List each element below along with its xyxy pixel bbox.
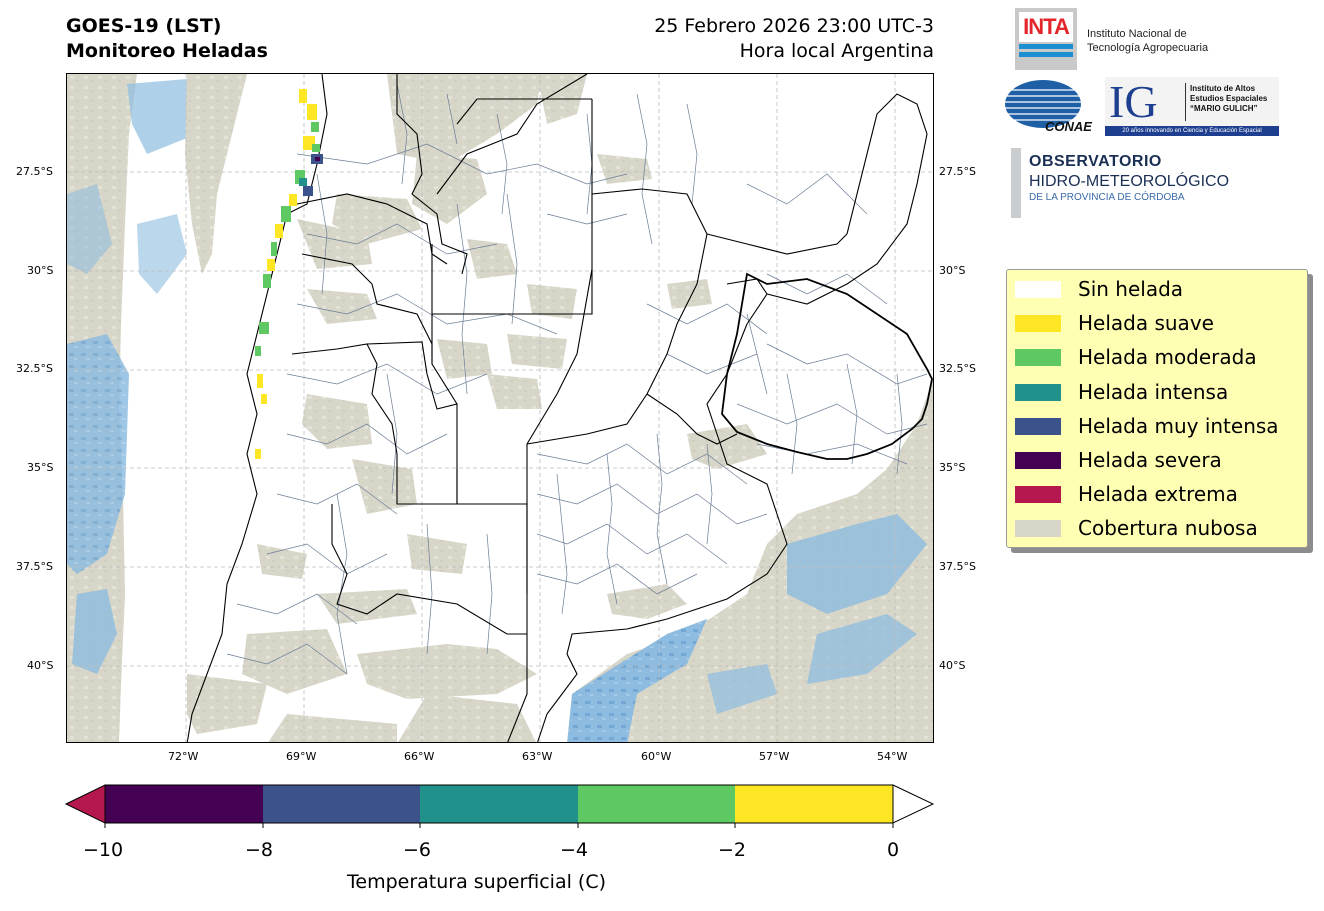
legend-label: Helada suave	[1078, 311, 1214, 335]
timezone-label: Hora local Argentina	[739, 40, 934, 62]
inta-logo: INTA	[1015, 8, 1077, 70]
legend-label: Helada severa	[1078, 448, 1222, 472]
ig-logo: IG Instituto de Altos Estudios Espaciale…	[1105, 77, 1279, 136]
colorbar-segment	[263, 785, 420, 823]
colorbar-under-triangle	[64, 784, 106, 824]
colorbar-segment	[105, 785, 263, 823]
lat-tick-left: 27.5°S	[16, 165, 53, 178]
map-grid	[67, 74, 933, 742]
frost-pixels	[255, 89, 323, 459]
legend-label: Cobertura nubosa	[1078, 516, 1258, 540]
title-product: Monitoreo Heladas	[66, 40, 268, 62]
colorbar-segment	[735, 785, 893, 823]
water-west-5	[67, 184, 112, 274]
colorbar-title: Temperatura superficial (C)	[347, 871, 607, 893]
cloud-ne	[827, 74, 933, 284]
colorbar-tick: −2	[718, 839, 747, 861]
colorbar-segment	[578, 785, 735, 823]
frost-legend: Sin helada Helada suave Helada moderada …	[1006, 269, 1308, 548]
legend-swatch	[1015, 348, 1061, 366]
legend-item: Helada severa	[1015, 448, 1222, 472]
legend-swatch	[1015, 417, 1061, 435]
lat-tick-right: 32.5°S	[939, 362, 976, 375]
lon-tick: 69°W	[286, 750, 317, 763]
legend-swatch	[1015, 451, 1061, 469]
colorbar-tick: −6	[403, 839, 432, 861]
colorbar	[64, 784, 935, 828]
water-atlantic-1	[567, 619, 707, 742]
lon-tick: 63°W	[522, 750, 553, 763]
colorbar-tick: 0	[887, 839, 900, 861]
colorbar-tick: −10	[83, 839, 124, 861]
lon-tick: 66°W	[404, 750, 435, 763]
lat-tick-right: 30°S	[939, 264, 966, 277]
legend-item: Helada moderada	[1015, 345, 1257, 369]
inta-name: Instituto Nacional de Tecnología Agropec…	[1087, 28, 1209, 54]
legend-swatch	[1015, 280, 1061, 298]
conae-text: CONAE	[1045, 119, 1092, 134]
title-satellite: GOES-19 (LST)	[66, 15, 222, 37]
legend-label: Helada muy intensa	[1078, 414, 1279, 438]
legend-swatch	[1015, 485, 1061, 503]
lon-tick: 54°W	[877, 750, 908, 763]
water-west-2	[72, 589, 117, 674]
lat-tick-left: 32.5°S	[16, 362, 53, 375]
lat-tick-left: 30°S	[27, 264, 54, 277]
colorbar-tick: −8	[245, 839, 274, 861]
colorbar-segment	[420, 785, 578, 823]
water-atlantic-2	[787, 514, 927, 614]
legend-item: Helada muy intensa	[1015, 414, 1279, 438]
lat-tick-right: 37.5°S	[939, 560, 976, 573]
lat-tick-right: 35°S	[939, 461, 966, 474]
colorbar-over-triangle	[892, 784, 935, 824]
legend-item: Helada suave	[1015, 311, 1214, 335]
atlantic-coastline	[537, 433, 788, 742]
observatorio-logo: OBSERVATORIO HIDRO-METEOROLÓGICO DE LA P…	[1029, 153, 1230, 203]
map-canvas	[67, 74, 933, 742]
lat-tick-left: 37.5°S	[16, 560, 53, 573]
lon-tick: 60°W	[641, 750, 672, 763]
water-atlantic-4	[707, 664, 777, 714]
map-timestamp: 25 Febrero 2026 23:00 UTC-3 Hora local A…	[560, 14, 934, 64]
ig-tagline: 20 años innovando en Ciencia y Educación…	[1105, 126, 1279, 136]
observatorio-bar	[1011, 148, 1021, 218]
lat-tick-left: 40°S	[27, 659, 54, 672]
legend-label: Helada moderada	[1078, 345, 1257, 369]
lon-tick: 72°W	[168, 750, 199, 763]
department-boundaries	[226, 83, 928, 675]
datetime-label: 25 Febrero 2026 23:00 UTC-3	[654, 15, 934, 37]
legend-swatch	[1015, 314, 1061, 332]
cloud-nw	[185, 74, 247, 274]
lat-tick-left: 35°S	[27, 461, 54, 474]
map-panel[interactable]	[66, 73, 934, 743]
province-boundaries	[186, 74, 928, 742]
uruguay-border	[721, 272, 933, 460]
water-west-1	[67, 334, 129, 574]
legend-swatch	[1015, 519, 1061, 537]
conae-logo: CONAE	[1005, 80, 1092, 134]
ig-mark: IG	[1109, 76, 1158, 127]
lat-tick-right: 40°S	[939, 659, 966, 672]
legend-item: Helada extrema	[1015, 482, 1238, 506]
water-west-4	[137, 214, 187, 294]
colorbar-tick: −4	[560, 839, 589, 861]
inta-mark: INTA	[1023, 14, 1070, 39]
legend-swatch	[1015, 383, 1061, 401]
legend-label: Helada extrema	[1078, 482, 1238, 506]
lon-tick: 57°W	[759, 750, 790, 763]
legend-label: Helada intensa	[1078, 380, 1229, 404]
lat-tick-right: 27.5°S	[939, 165, 976, 178]
legend-item: Helada intensa	[1015, 380, 1228, 404]
legend-label: Sin helada	[1078, 277, 1184, 301]
legend-item: Sin helada	[1015, 277, 1183, 301]
legend-item: Cobertura nubosa	[1015, 516, 1258, 540]
map-title: GOES-19 (LST) Monitoreo Heladas	[66, 14, 268, 64]
water-atlantic-3	[807, 614, 917, 684]
